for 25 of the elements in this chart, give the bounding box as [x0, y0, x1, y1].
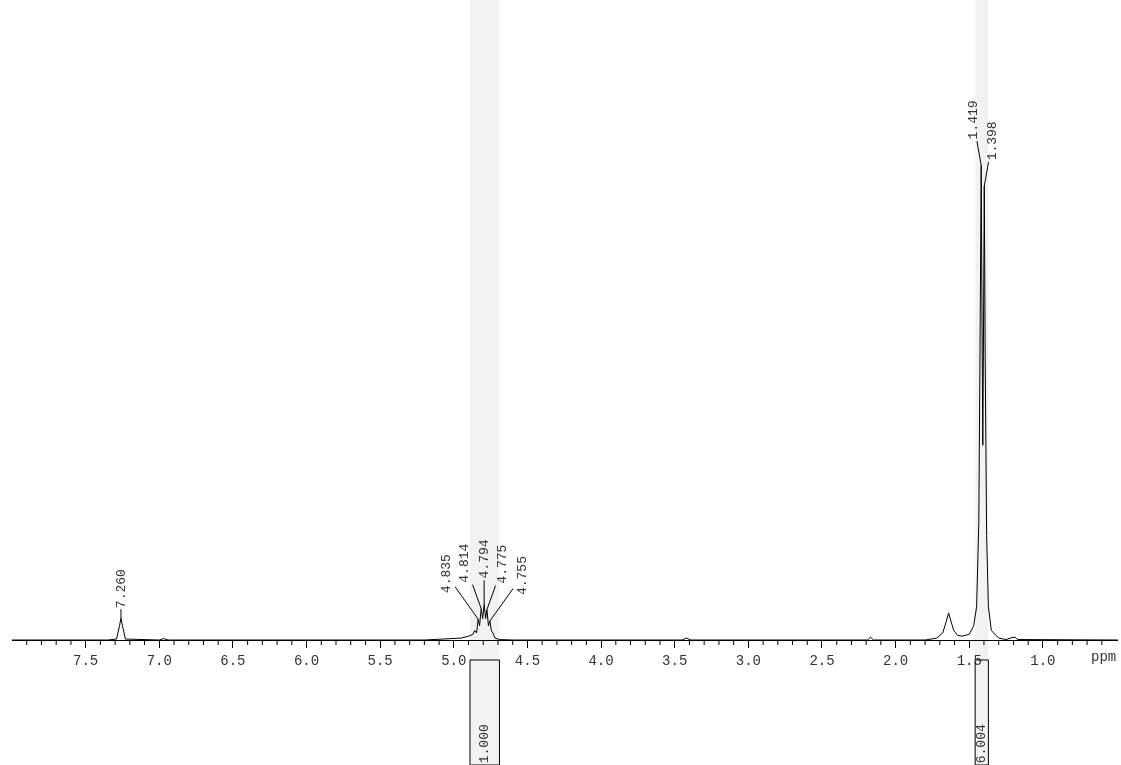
annotation: 4.755 — [515, 556, 531, 596]
x-tick-label: 7.5 — [73, 652, 99, 669]
x-tick-label: 5.5 — [367, 652, 393, 669]
x-tick-label: 4.5 — [514, 652, 541, 669]
x-tick-label: 5.0 — [441, 652, 467, 669]
x-tick-label: 3.0 — [735, 652, 761, 669]
x-tick-label: 1.0 — [1030, 652, 1056, 669]
x-tick-label: 2.0 — [883, 652, 909, 669]
annotation: 7.260 — [113, 569, 129, 609]
x-tick-label: 6.5 — [220, 652, 246, 669]
x-tick-label: 3.5 — [662, 652, 688, 669]
x-tick-label: 1.5 — [956, 652, 982, 669]
annotation: 4.835 — [438, 554, 454, 594]
annotation: 4.794 — [476, 539, 492, 579]
x-tick-label: 6.0 — [293, 652, 320, 669]
band-label: 1.000 — [477, 724, 493, 764]
x-tick-label: 2.5 — [809, 652, 835, 669]
annotation: 4.814 — [457, 543, 473, 583]
x-tick-label: 7.0 — [146, 652, 172, 669]
x-tick-label: 4.0 — [588, 652, 614, 669]
annotation: 1.419 — [966, 100, 982, 140]
annotation: 1.398 — [985, 121, 1001, 161]
band-label: 6.004 — [974, 724, 990, 764]
x-axis-title: ppm — [1091, 649, 1117, 665]
annotation: 4.775 — [495, 544, 511, 584]
